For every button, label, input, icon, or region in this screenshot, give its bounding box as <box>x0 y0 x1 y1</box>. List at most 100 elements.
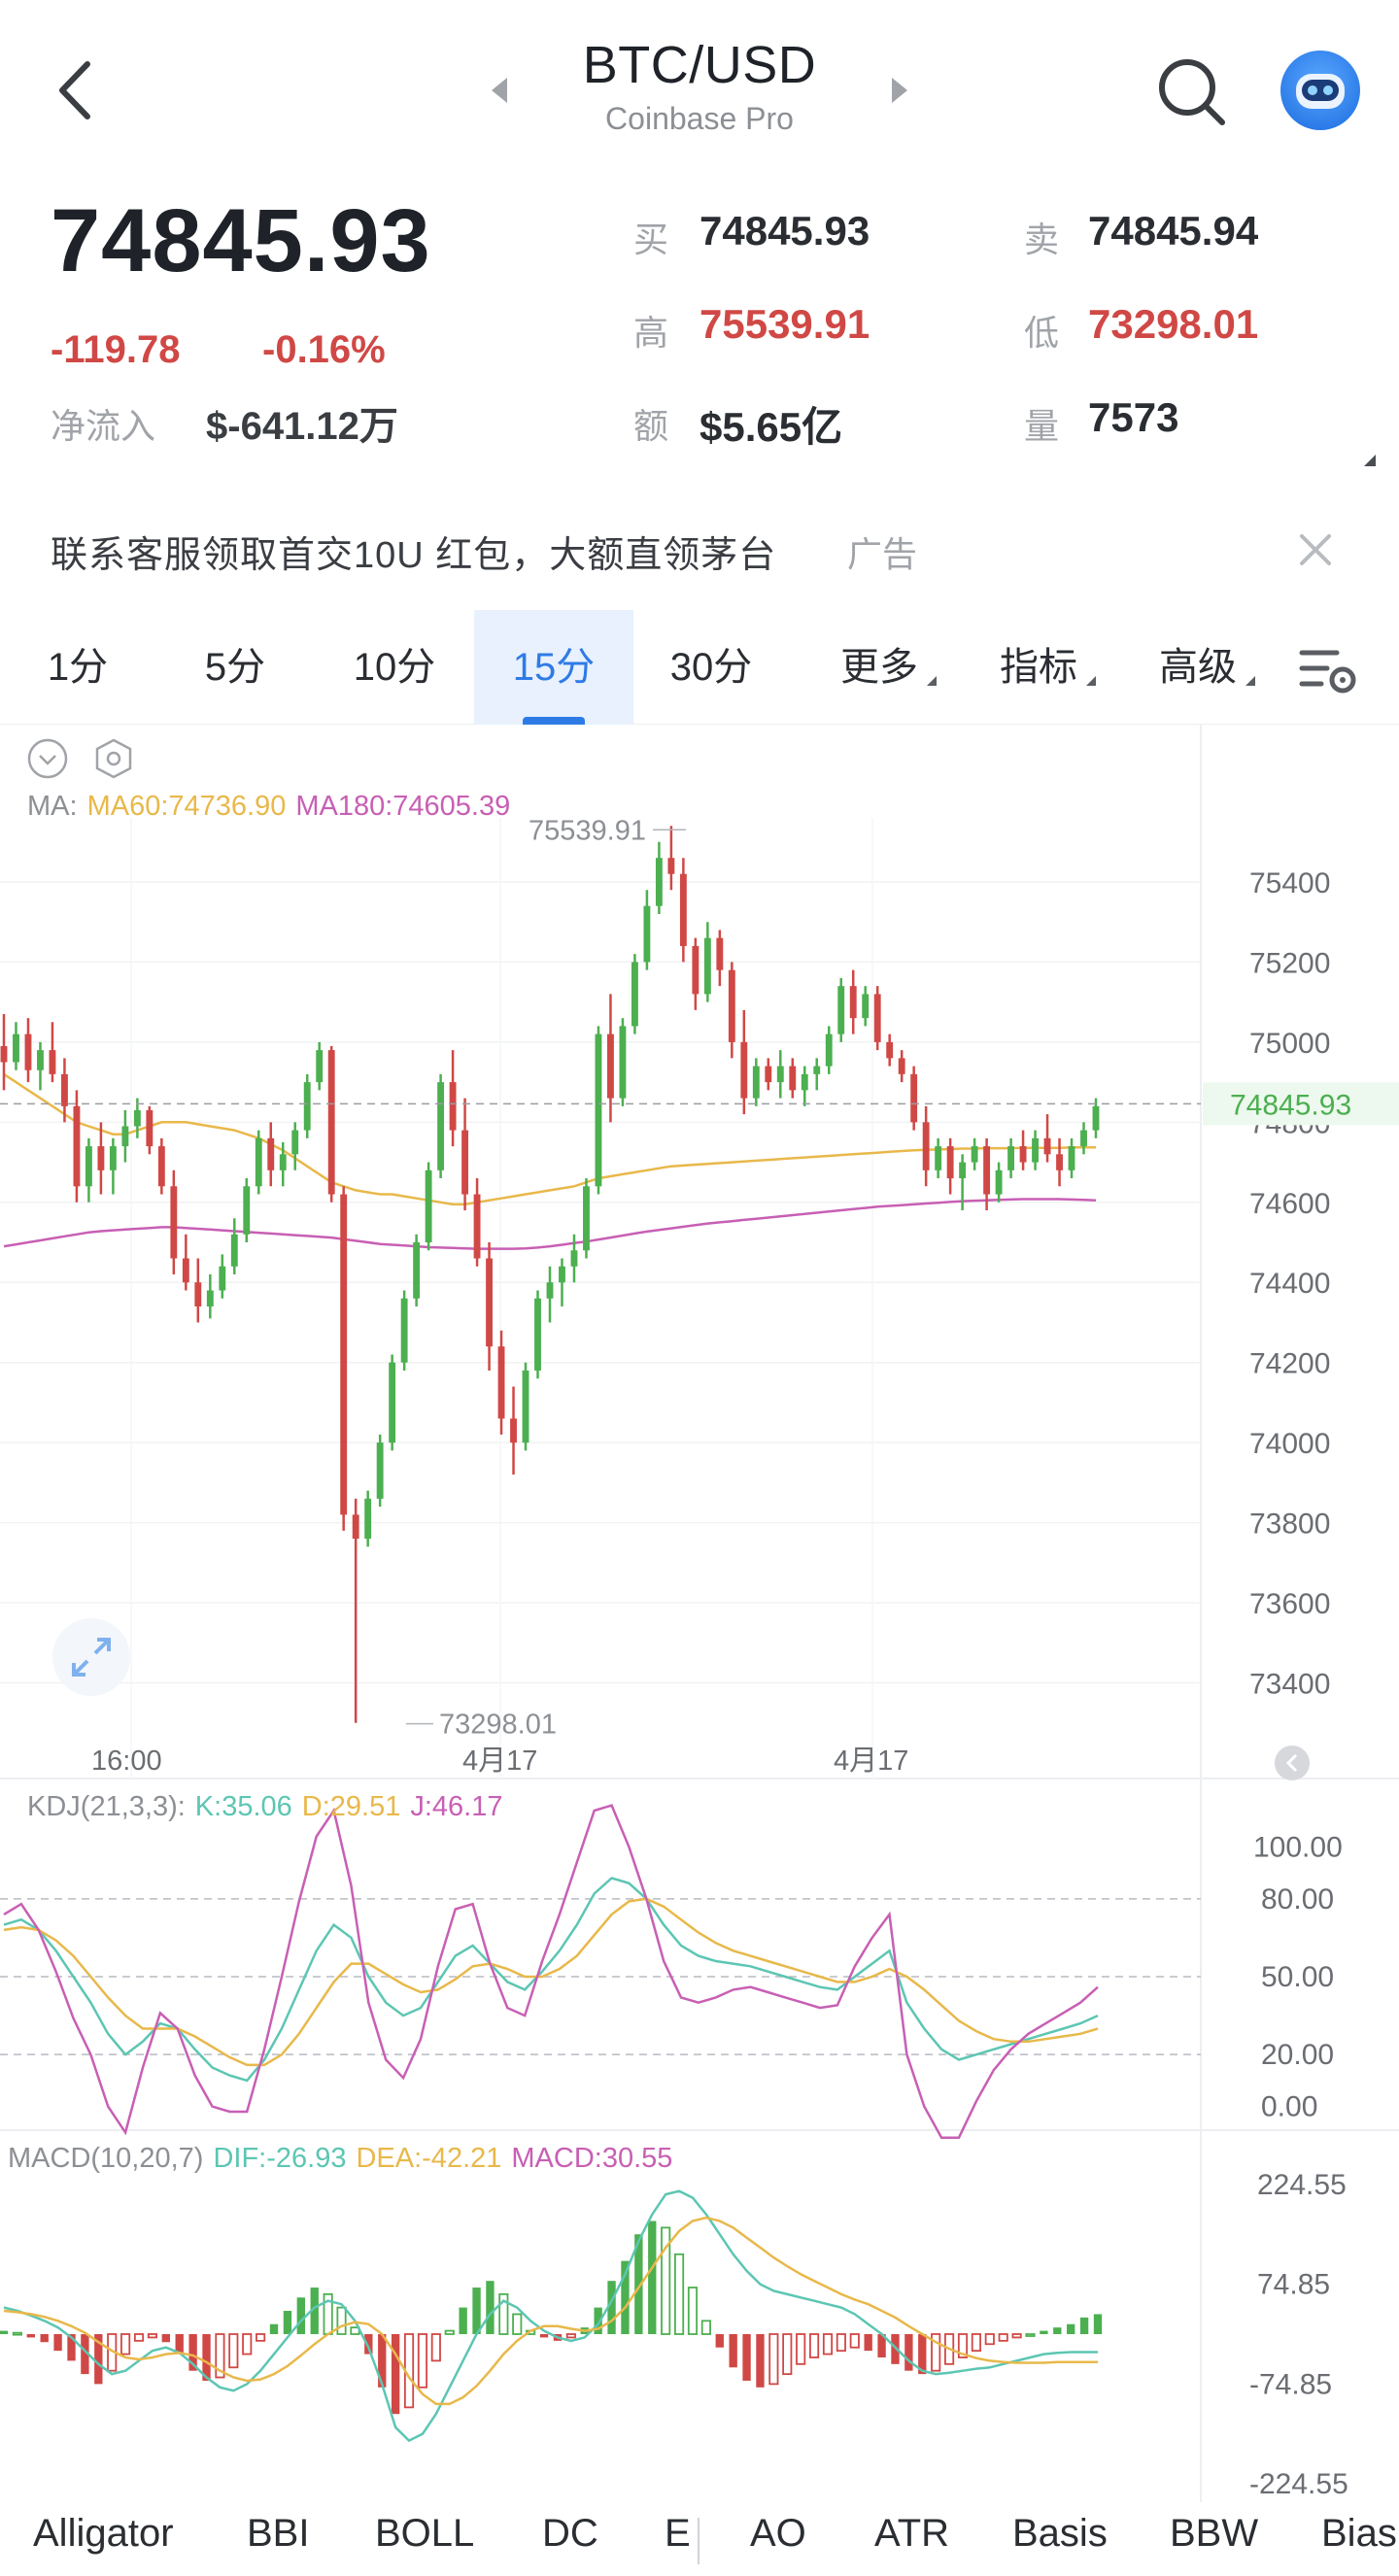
candle-body <box>679 873 687 946</box>
expand-quote-triangle-icon[interactable] <box>1364 455 1376 466</box>
candle-body <box>849 986 857 1019</box>
tab-15min[interactable]: 15分 <box>474 610 633 725</box>
indicator-bias[interactable]: Bias <box>1321 2512 1397 2555</box>
chevron-circle-icon[interactable] <box>25 736 70 781</box>
macd-legend: MACD(10,20,7) DIF:-26.93 DEA:-42.21 MACD:30… <box>8 2143 682 2175</box>
macd-histogram-bar <box>242 2333 253 2356</box>
indicator-basis[interactable]: Basis <box>1012 2512 1108 2555</box>
candle-body <box>13 1034 19 1063</box>
candle-body <box>24 1034 32 1070</box>
candle-body <box>898 1058 905 1074</box>
prev-symbol-triangle-left-icon[interactable] <box>486 74 515 107</box>
last-price: 74845.93 <box>51 191 431 290</box>
ma-legend-prefix: MA: <box>27 791 78 822</box>
macd-histogram-bar <box>877 2334 886 2357</box>
macd-histogram-bar <box>498 2292 509 2335</box>
candle-body <box>825 1034 833 1067</box>
candle-body <box>716 937 724 970</box>
indicator-bbi[interactable]: BBI <box>247 2512 310 2555</box>
macd-histogram-bar <box>310 2288 319 2334</box>
robot-avatar-icon[interactable] <box>1280 51 1360 130</box>
indicator-alligator[interactable]: Alligator <box>33 2512 174 2555</box>
indicator-ao[interactable]: AO <box>750 2512 806 2555</box>
macd-histogram-bar <box>26 2334 35 2338</box>
indicator-boll[interactable]: BOLL <box>375 2512 475 2555</box>
kdj-d-legend: D:29.51 <box>301 1791 401 1822</box>
macd-histogram-bar <box>486 2281 495 2334</box>
candle-body <box>1080 1130 1087 1147</box>
back-chevron-left-icon[interactable] <box>51 56 105 124</box>
tab-1min[interactable]: 1分 <box>19 610 136 725</box>
indicator-atr[interactable]: ATR <box>874 2512 950 2555</box>
tab-30min[interactable]: 30分 <box>651 610 771 725</box>
macd-histogram-bar <box>715 2334 724 2348</box>
candle-body <box>813 1066 821 1074</box>
macd-histogram-bar <box>120 2333 131 2356</box>
close-icon[interactable] <box>1292 526 1339 573</box>
tab-indicators[interactable]: 指标 <box>975 610 1102 725</box>
candle-body <box>801 1073 808 1091</box>
macd-dea-legend: DEA:-42.21 <box>356 2143 502 2174</box>
macd-axis-label: -74.85 <box>1249 2368 1332 2400</box>
netflow-label: 净流入 <box>51 406 156 446</box>
macd-histogram-bar <box>430 2333 441 2362</box>
candle-body <box>1043 1137 1051 1155</box>
macd-histogram-bar <box>822 2333 834 2356</box>
next-symbol-triangle-right-icon[interactable] <box>884 74 913 107</box>
macd-histogram-bar <box>336 2306 347 2335</box>
macd-histogram-bar <box>809 2333 820 2358</box>
macd-histogram-bar <box>1040 2330 1048 2334</box>
time-axis-label: 4月17 <box>834 1746 908 1777</box>
chart-settings-icon[interactable] <box>1298 643 1360 695</box>
chart-canvas[interactable]: 7540075200750007480074600744007420074000… <box>0 725 1399 2502</box>
dropdown-triangle-icon <box>1245 676 1255 686</box>
current-price-tag <box>1203 1082 1399 1126</box>
search-icon[interactable] <box>1154 54 1228 128</box>
price-axis-label: 75200 <box>1249 947 1330 979</box>
candle-body <box>352 1514 359 1540</box>
macd-histogram-bar <box>417 2333 428 2389</box>
tab-more[interactable]: 更多 <box>816 610 942 725</box>
tab-label: 指标 <box>1000 646 1077 689</box>
candle-body <box>837 986 845 1034</box>
indicator-e[interactable]: E <box>665 2512 691 2555</box>
indicator-dc[interactable]: DC <box>542 2512 598 2555</box>
macd-histogram-bar <box>931 2333 941 2372</box>
candle-body <box>534 1298 541 1371</box>
macd-histogram-bar <box>836 2333 846 2353</box>
macd-histogram-bar <box>459 2307 467 2334</box>
macd-histogram-bar <box>634 2234 643 2334</box>
price-axis-label: 74400 <box>1249 1268 1330 1300</box>
candle-body <box>449 1082 457 1131</box>
settings-hex-icon[interactable] <box>91 736 136 781</box>
macd-histogram-bar <box>444 2329 455 2335</box>
macd-histogram-bar <box>742 2334 751 2381</box>
tab-advanced[interactable]: 高级 <box>1135 610 1261 725</box>
fullscreen-expand-icon[interactable] <box>52 1618 130 1696</box>
candle-body <box>1032 1137 1039 1163</box>
candle-body <box>922 1122 930 1170</box>
candle-body <box>862 994 870 1019</box>
chart-area[interactable]: 7540075200750007480074600744007420074000… <box>0 725 1399 2502</box>
candle-body <box>267 1137 275 1170</box>
price-axis-label: 73400 <box>1249 1669 1330 1701</box>
macd-histogram-bar <box>849 2333 860 2349</box>
candle-body <box>291 1130 299 1155</box>
candle-body <box>73 1105 81 1187</box>
price-change-percent: -0.16% <box>262 328 386 371</box>
kdj-axis-label: 20.00 <box>1261 2039 1334 2071</box>
indicator-bbw[interactable]: BBW <box>1170 2512 1259 2555</box>
kdj-d-line <box>3 1897 1099 2067</box>
ad-banner[interactable]: 联系客服领取首交10U 红包，大额直领茅台 广告 <box>0 505 1399 593</box>
indicator-divider <box>698 2518 700 2564</box>
candle-body <box>85 1146 92 1187</box>
macd-histogram-bar <box>661 2226 671 2335</box>
candle-body <box>619 1026 627 1099</box>
turnover-label: 额 <box>633 406 669 446</box>
macd-histogram-bar <box>94 2334 103 2385</box>
candle-body <box>776 1066 784 1083</box>
tab-10min[interactable]: 10分 <box>334 610 455 725</box>
macd-histogram-bar <box>228 2333 239 2369</box>
symbol-title-group[interactable]: BTC/USD Coinbase Pro <box>486 35 913 137</box>
tab-5min[interactable]: 5分 <box>177 610 293 725</box>
